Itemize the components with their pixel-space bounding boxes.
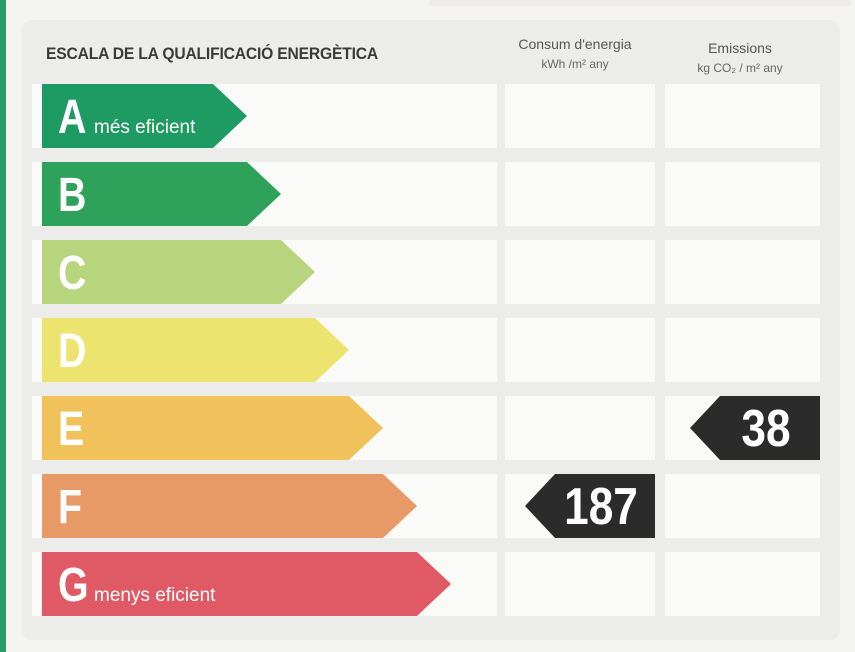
band-arrow-e: E	[42, 396, 383, 460]
consumption-cell-b	[505, 162, 655, 226]
band-arrow-shape-b	[42, 162, 281, 226]
emissions-cell-f	[665, 474, 820, 538]
band-arrow-f: F	[42, 474, 417, 538]
band-arrow-b: B	[42, 162, 281, 226]
band-arrow-shape-c	[42, 240, 315, 304]
left-border	[0, 0, 6, 652]
emissions-header-label: Emissions	[708, 40, 772, 56]
emissions-cell-b	[665, 162, 820, 226]
band-arrow-shape-g	[42, 552, 451, 616]
consumption-cell-g	[505, 552, 655, 616]
consumption-column-header: Consum d'energia kWh /m² any	[500, 34, 650, 74]
emissions-cell-g	[665, 552, 820, 616]
emissions-header-unit: kg CO₂ / m² any	[697, 61, 783, 75]
consumption-rating-value: 187	[564, 478, 638, 536]
band-arrow-c: C	[42, 240, 315, 304]
emissions-cell-d	[665, 318, 820, 382]
band-arrow-shape-e	[42, 396, 383, 460]
emissions-rating-value: 38	[741, 400, 791, 458]
consumption-header-unit: kWh /m² any	[541, 57, 609, 71]
band-arrow-d: D	[42, 318, 349, 382]
consumption-rating-tag-shape	[525, 474, 655, 538]
band-letter-b: B	[58, 169, 87, 222]
consumption-rating-tag: 187	[525, 474, 655, 538]
band-caption-a: més eficient	[94, 117, 196, 138]
band-letter-d: D	[58, 325, 87, 378]
consumption-cell-c	[505, 240, 655, 304]
band-caption-g: menys eficient	[94, 585, 216, 606]
band-letter-f: F	[58, 481, 83, 534]
band-arrow-shape-f	[42, 474, 417, 538]
emissions-cell-a	[665, 84, 820, 148]
consumption-cell-e	[505, 396, 655, 460]
emissions-column-header: Emissions kg CO₂ / m² any	[665, 38, 815, 78]
page-title: ESCALA DE LA QUALIFICACIÓ ENERGÈTICA	[46, 44, 378, 63]
card-top-edge	[430, 0, 850, 6]
consumption-header-label: Consum d'energia	[518, 36, 632, 52]
band-letter-g: G	[58, 559, 89, 612]
band-letter-e: E	[58, 403, 85, 456]
consumption-cell-d	[505, 318, 655, 382]
band-letter-c: C	[58, 247, 87, 300]
band-letter-a: A	[58, 91, 87, 144]
band-arrow-shape-d	[42, 318, 349, 382]
consumption-cell-a	[505, 84, 655, 148]
emissions-rating-tag: 38	[690, 396, 820, 460]
emissions-rating-tag-shape	[690, 396, 820, 460]
emissions-cell-c	[665, 240, 820, 304]
band-arrow-shape-a	[42, 84, 247, 148]
